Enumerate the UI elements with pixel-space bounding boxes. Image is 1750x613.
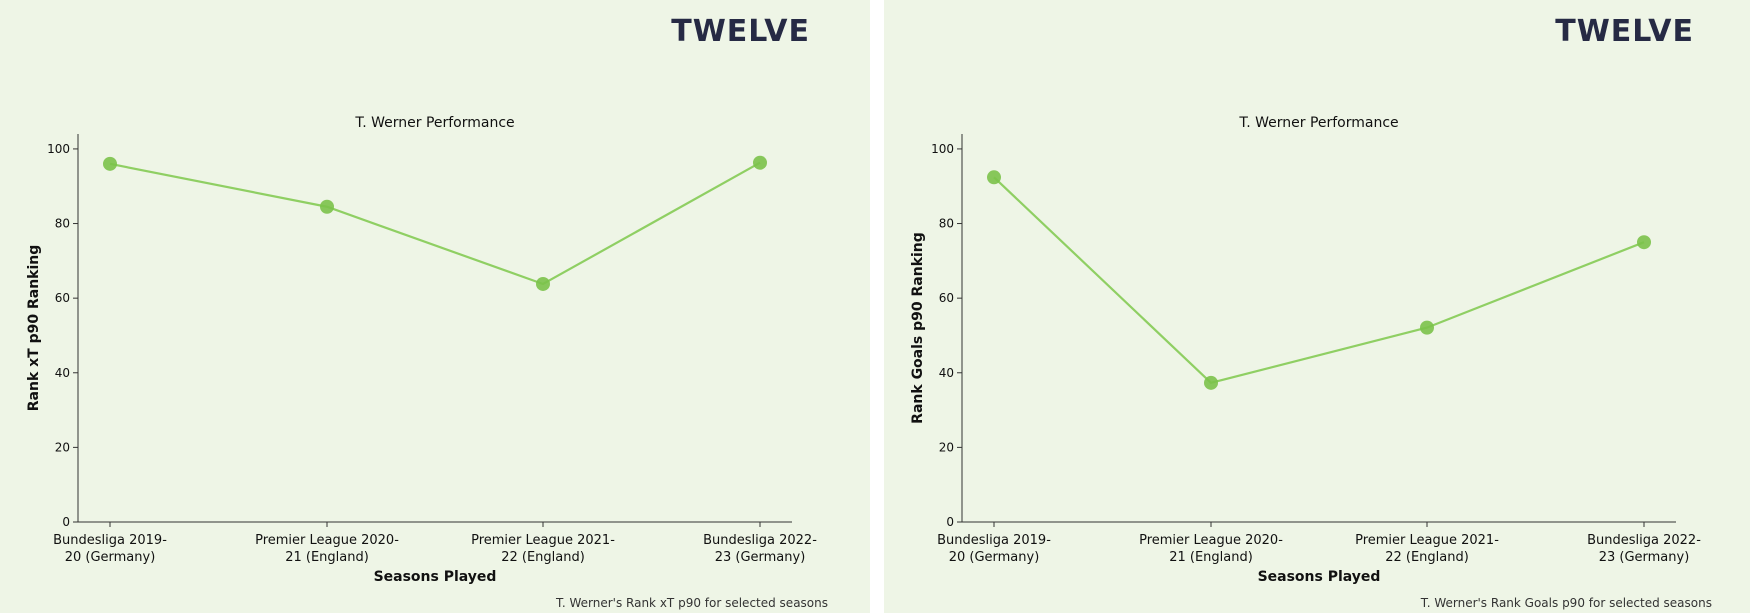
x-tick-label: Bundesliga 2022-23 (Germany) (703, 533, 817, 565)
y-tick-label: 40 (55, 366, 70, 380)
x-tick-label: Premier League 2020-21 (England) (1139, 533, 1283, 565)
data-point (753, 155, 767, 170)
data-point (103, 156, 117, 171)
y-tick-label: 0 (946, 515, 954, 529)
y-tick-label: 0 (62, 515, 70, 529)
data-point (1204, 375, 1218, 390)
y-tick-label: 100 (931, 142, 954, 156)
y-tick-label: 60 (55, 291, 70, 305)
line-chart-goals: T. Werner Performance 0 20 40 60 80 100 Bundesl… (910, 115, 1701, 585)
x-tick-label: Bundesliga 2019-20 (Germany) (53, 533, 167, 565)
data-point (1637, 235, 1651, 250)
data-point (987, 170, 1001, 185)
chart-panel-xt: TWELVE T. Werner Performance 0 20 40 60 80 100… (0, 0, 870, 613)
x-tick-label: Premier League 2021-22 (England) (1355, 533, 1499, 565)
line-chart-xt: T. Werner Performance 0 20 40 60 80 100 Bundesl… (26, 115, 817, 585)
y-tick-label: 20 (939, 440, 954, 454)
twelve-logo: TWELVE (671, 14, 810, 49)
y-tick-label: 40 (939, 366, 954, 380)
series-line (109, 161, 761, 286)
x-tick-label: Premier League 2021-22 (England) (471, 533, 615, 565)
data-point (320, 199, 334, 214)
chart-title: T. Werner Performance (354, 115, 514, 131)
x-tick-label: Bundesliga 2019-20 (Germany) (937, 533, 1051, 565)
y-tick-label: 80 (55, 217, 70, 231)
y-axis-label: Rank xT p90 Ranking (26, 245, 42, 412)
chart-title: T. Werner Performance (1238, 115, 1398, 131)
x-tick-label: Premier League 2020-21 (England) (255, 533, 399, 565)
y-tick-label: 60 (939, 291, 954, 305)
y-tick-label: 100 (47, 142, 70, 156)
data-point (1420, 320, 1434, 335)
series-line (993, 176, 1645, 385)
x-axis-label: Seasons Played (1258, 569, 1381, 585)
data-point (536, 276, 550, 291)
twelve-logo: TWELVE (1555, 14, 1694, 49)
y-axis-label: Rank Goals p90 Ranking (910, 232, 926, 424)
chart-caption: T. Werner's Rank xT p90 for selected sea… (555, 596, 828, 610)
y-tick-label: 20 (55, 440, 70, 454)
chart-caption: T. Werner's Rank Goals p90 for selected … (1420, 596, 1712, 610)
x-axis-label: Seasons Played (374, 569, 497, 585)
chart-panel-goals: TWELVE T. Werner Performance 0 20 40 60 80 100… (884, 0, 1750, 613)
x-tick-label: Bundesliga 2022-23 (Germany) (1587, 533, 1701, 565)
y-tick-label: 80 (939, 217, 954, 231)
